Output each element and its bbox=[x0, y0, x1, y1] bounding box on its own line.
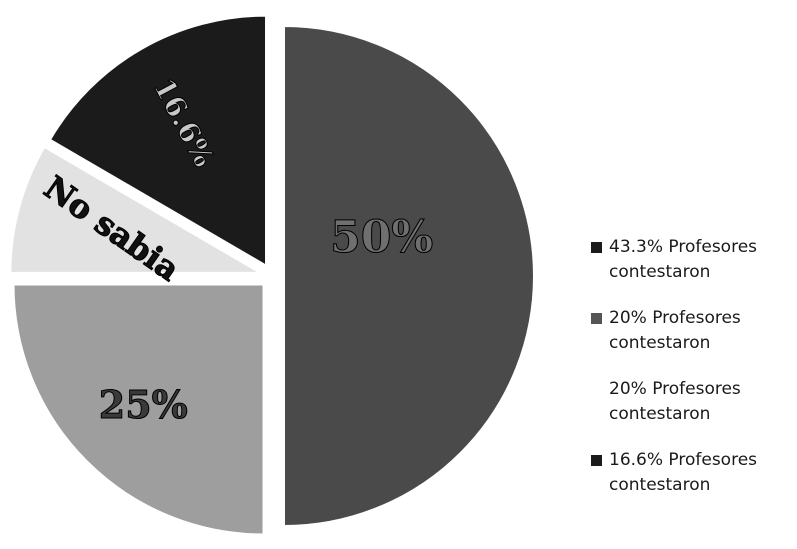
legend-item-2: 20% Profesores contestaron bbox=[585, 306, 790, 356]
pie-slice-4 bbox=[48, 14, 268, 268]
legend-label-4: 16.6% Profesores contestaron bbox=[609, 450, 758, 495]
legend-item-3: 20% Profesores contestaron bbox=[585, 377, 790, 427]
slice-label-2: 25% bbox=[99, 382, 188, 427]
pie-slice-3 bbox=[9, 145, 265, 274]
legend-swatch-1 bbox=[591, 242, 602, 253]
legend-item-1: 43.3% Profesores contestaron bbox=[585, 235, 790, 285]
pie-slice-1 bbox=[283, 24, 535, 528]
legend-item-4: 16.6% Profesores contestaron bbox=[585, 448, 790, 498]
pie-slice-2 bbox=[12, 283, 265, 536]
legend-swatch-3 bbox=[591, 384, 602, 395]
legend-label-3: 20% Profesores contestaron bbox=[609, 379, 741, 424]
legend-label-1: 43.3% Profesores contestaron bbox=[609, 237, 758, 282]
slice-label-1: 50% bbox=[330, 212, 433, 263]
legend-label-2: 20% Profesores contestaron bbox=[609, 308, 741, 353]
legend: 43.3% Profesores contestaron 20% Profeso… bbox=[585, 235, 790, 519]
legend-swatch-2 bbox=[591, 313, 602, 324]
legend-swatch-4 bbox=[591, 455, 602, 466]
